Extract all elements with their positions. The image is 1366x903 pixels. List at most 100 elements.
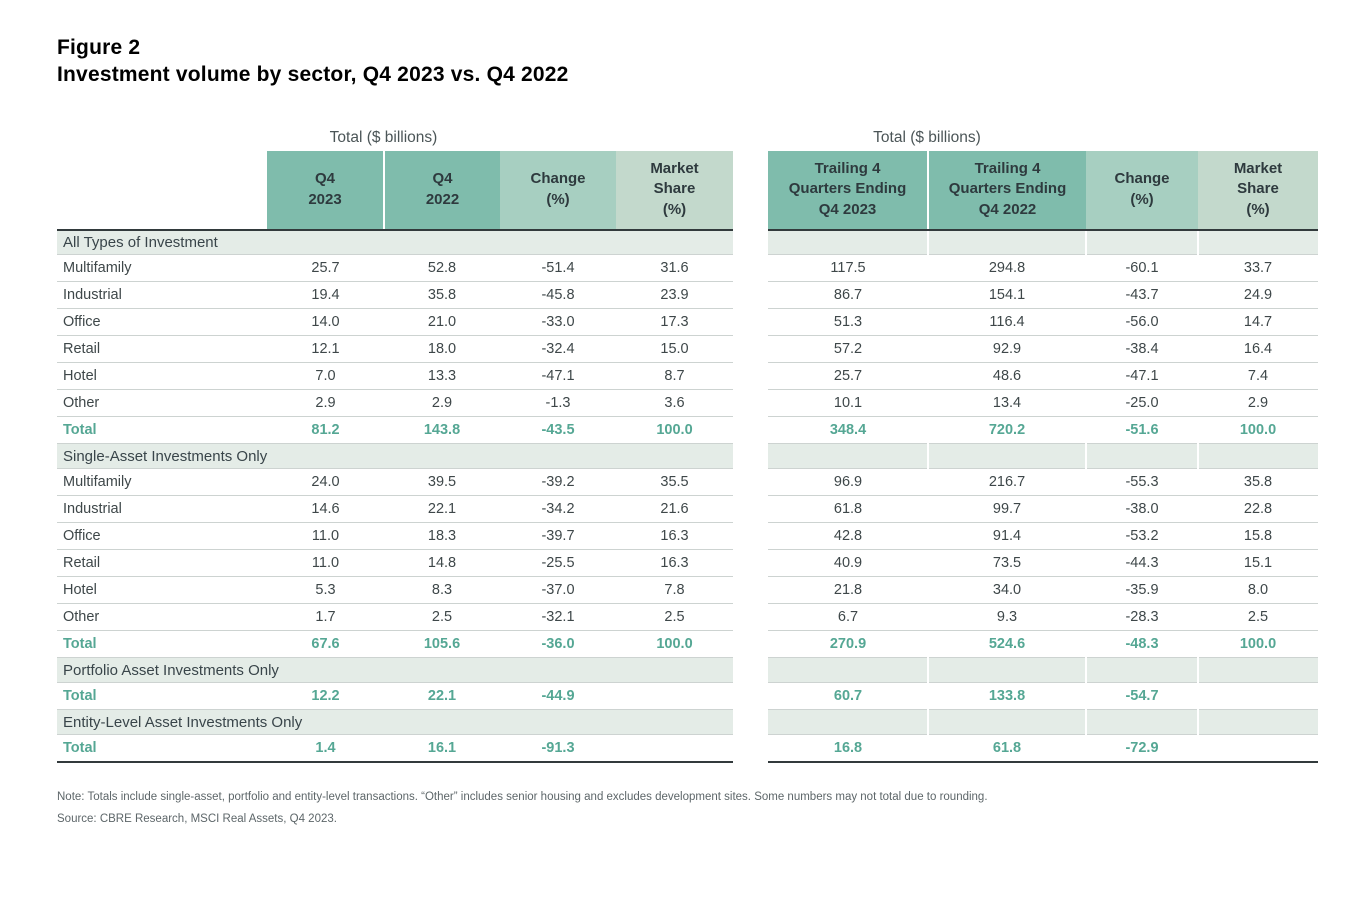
data-cell: 1.4 (267, 734, 384, 763)
left-header-row: Q4 2023 Q4 2022 Change (%) Market Share (%) (57, 150, 733, 231)
source-text: Source: CBRE Research, MSCI Real Assets,… (57, 813, 337, 826)
table-row-hotel: Hotel 7.0 13.3 -47.1 8.7 (57, 362, 733, 391)
section-title: All Types of Investment (57, 229, 733, 256)
trailing-table-wrap: Total ($ billions) Trailing 4 Quarters E… (768, 129, 1318, 763)
table-row-other: Other 1.7 2.5 -32.1 2.5 (57, 603, 733, 632)
table-row-other-trailing: 10.1 13.4 -25.0 2.9 (768, 389, 1318, 418)
data-cell: 2.5 (616, 603, 733, 632)
data-cell: -35.9 (1086, 576, 1198, 605)
data-cell: 61.8 (928, 734, 1086, 763)
section-band-row-portfolio-asset-investments-only (768, 657, 1318, 684)
data-cell: 12.2 (267, 682, 384, 711)
right-group-header: Total ($ billions) (873, 128, 981, 146)
section-title: Single-Asset Investments Only (57, 443, 733, 470)
data-cell: 15.8 (1198, 522, 1318, 551)
data-cell (616, 734, 733, 763)
data-cell: 23.9 (616, 281, 733, 310)
data-cell: 35.8 (384, 281, 500, 310)
data-cell: 105.6 (384, 630, 500, 659)
section-band-cell (927, 229, 1086, 256)
data-cell: 133.8 (928, 682, 1086, 711)
data-cell: -25.0 (1086, 389, 1198, 418)
data-cell: 11.0 (267, 522, 384, 551)
row-label: Total (57, 734, 267, 763)
data-cell: 35.8 (1198, 468, 1318, 497)
data-cell: -32.1 (500, 603, 616, 632)
quarterly-table: Q4 2023 Q4 2022 Change (%) Market Share (%)… (57, 150, 733, 763)
table-row-hotel: Hotel 5.3 8.3 -37.0 7.8 (57, 576, 733, 605)
table-row-industrial-trailing: 61.8 99.7 -38.0 22.8 (768, 495, 1318, 524)
table-row-multifamily: Multifamily 24.0 39.5 -39.2 35.5 (57, 468, 733, 497)
section-band-cell (1197, 709, 1318, 736)
data-cell: 73.5 (928, 549, 1086, 578)
data-cell: -25.5 (500, 549, 616, 578)
data-cell: 24.0 (267, 468, 384, 497)
data-cell: 7.0 (267, 362, 384, 391)
column-header-spacer (57, 150, 267, 231)
data-cell: 15.0 (616, 335, 733, 364)
data-cell: 35.5 (616, 468, 733, 497)
data-cell: -91.3 (500, 734, 616, 763)
tables-container: Total ($ billions) Q4 2023 Q4 2022 Change … (57, 129, 1318, 763)
data-cell: 25.7 (768, 362, 928, 391)
table-row-total: Total 67.6 105.6 -36.0 100.0 (57, 630, 733, 659)
data-cell (1198, 734, 1318, 763)
data-cell: 18.0 (384, 335, 500, 364)
row-label: Office (57, 522, 267, 551)
column-header-trailing-4-quarters-ending-q4-2022: Trailing 4 Quarters Ending Q4 2022 (928, 150, 1086, 231)
data-cell: 67.6 (267, 630, 384, 659)
data-cell: 116.4 (928, 308, 1086, 337)
data-cell: 100.0 (616, 416, 733, 445)
data-cell: 2.5 (384, 603, 500, 632)
data-cell: 51.3 (768, 308, 928, 337)
section-band-cell (927, 443, 1086, 470)
section-header-row-portfolio-asset-investments-only: Portfolio Asset Investments Only (57, 657, 733, 684)
row-label: Total (57, 416, 267, 445)
data-cell: -39.2 (500, 468, 616, 497)
data-cell: 270.9 (768, 630, 928, 659)
data-cell: 3.6 (616, 389, 733, 418)
row-label: Hotel (57, 362, 267, 391)
row-label: Industrial (57, 281, 267, 310)
data-cell: 2.5 (1198, 603, 1318, 632)
data-cell: 42.8 (768, 522, 928, 551)
data-cell: 15.1 (1198, 549, 1318, 578)
table-row-hotel-trailing: 25.7 48.6 -47.1 7.4 (768, 362, 1318, 391)
data-cell: 22.1 (384, 682, 500, 711)
table-row-office: Office 14.0 21.0 -33.0 17.3 (57, 308, 733, 337)
data-cell: 33.7 (1198, 254, 1318, 283)
data-cell: 57.2 (768, 335, 928, 364)
section-band-row-all-types-of-investment (768, 229, 1318, 256)
table-row-office: Office 11.0 18.3 -39.7 16.3 (57, 522, 733, 551)
data-cell: 216.7 (928, 468, 1086, 497)
data-cell: 86.7 (768, 281, 928, 310)
section-band-cell (927, 657, 1086, 684)
data-cell: -55.3 (1086, 468, 1198, 497)
table-row-total-trailing: 348.4 720.2 -51.6 100.0 (768, 416, 1318, 445)
data-cell: -1.3 (500, 389, 616, 418)
data-cell: -53.2 (1086, 522, 1198, 551)
column-header-change: Change (%) (1086, 150, 1198, 231)
data-cell: 2.9 (267, 389, 384, 418)
column-header-market-share: Market Share (%) (616, 150, 733, 231)
data-cell: 16.3 (616, 549, 733, 578)
section-header-row-single-asset-investments-only: Single-Asset Investments Only (57, 443, 733, 470)
table-row-retail: Retail 11.0 14.8 -25.5 16.3 (57, 549, 733, 578)
table-row-other-trailing: 6.7 9.3 -28.3 2.5 (768, 603, 1318, 632)
row-label: Other (57, 603, 267, 632)
left-group-header: Total ($ billions) (329, 128, 438, 146)
data-cell: 100.0 (1198, 416, 1318, 445)
table-row-industrial-trailing: 86.7 154.1 -43.7 24.9 (768, 281, 1318, 310)
data-cell: 11.0 (267, 549, 384, 578)
table-row-total: Total 1.4 16.1 -91.3 (57, 734, 733, 763)
data-cell: -56.0 (1086, 308, 1198, 337)
data-cell: -36.0 (500, 630, 616, 659)
data-cell: 16.3 (616, 522, 733, 551)
quarterly-table-wrap: Total ($ billions) Q4 2023 Q4 2022 Change … (57, 129, 733, 763)
data-cell: -60.1 (1086, 254, 1198, 283)
data-cell: -44.9 (500, 682, 616, 711)
data-cell: 16.4 (1198, 335, 1318, 364)
figure-title: Investment volume by sector, Q4 2023 vs.… (57, 63, 569, 87)
section-band-row-single-asset-investments-only (768, 443, 1318, 470)
table-row-total: Total 81.2 143.8 -43.5 100.0 (57, 416, 733, 445)
